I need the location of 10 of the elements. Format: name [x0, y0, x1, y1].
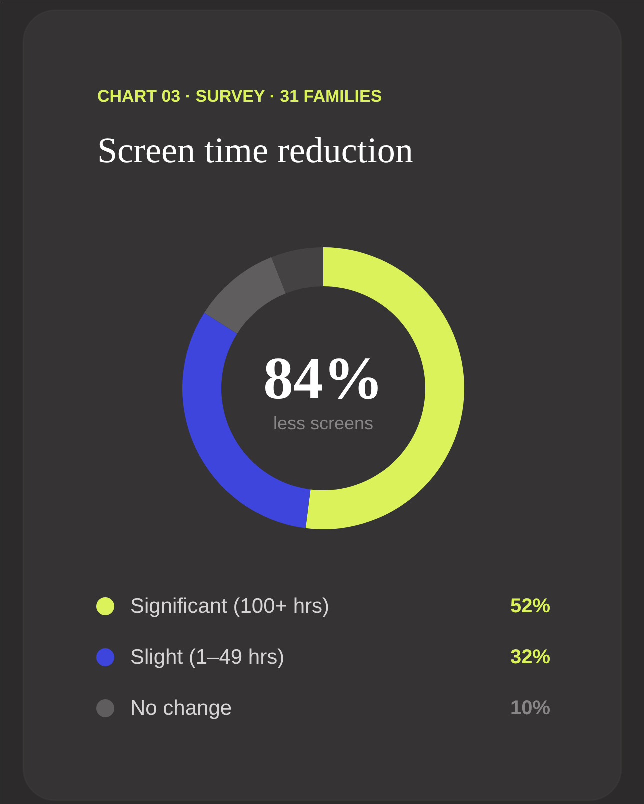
legend-label: No change: [130, 697, 232, 720]
chart-title: Screen time reduction: [98, 130, 414, 170]
text: 84%: [264, 346, 384, 412]
legend-label: Significant (100+ hrs): [130, 595, 330, 618]
data-label: 10%: [510, 698, 551, 720]
chart-subtitle: CHART 03 · SURVEY · 31 FAMILIES: [98, 87, 382, 106]
legend-label: Slight (1–49 hrs): [130, 646, 285, 669]
data-label: 32%: [510, 646, 551, 668]
text: less screens: [273, 414, 374, 434]
data-label: 52%: [510, 596, 551, 618]
